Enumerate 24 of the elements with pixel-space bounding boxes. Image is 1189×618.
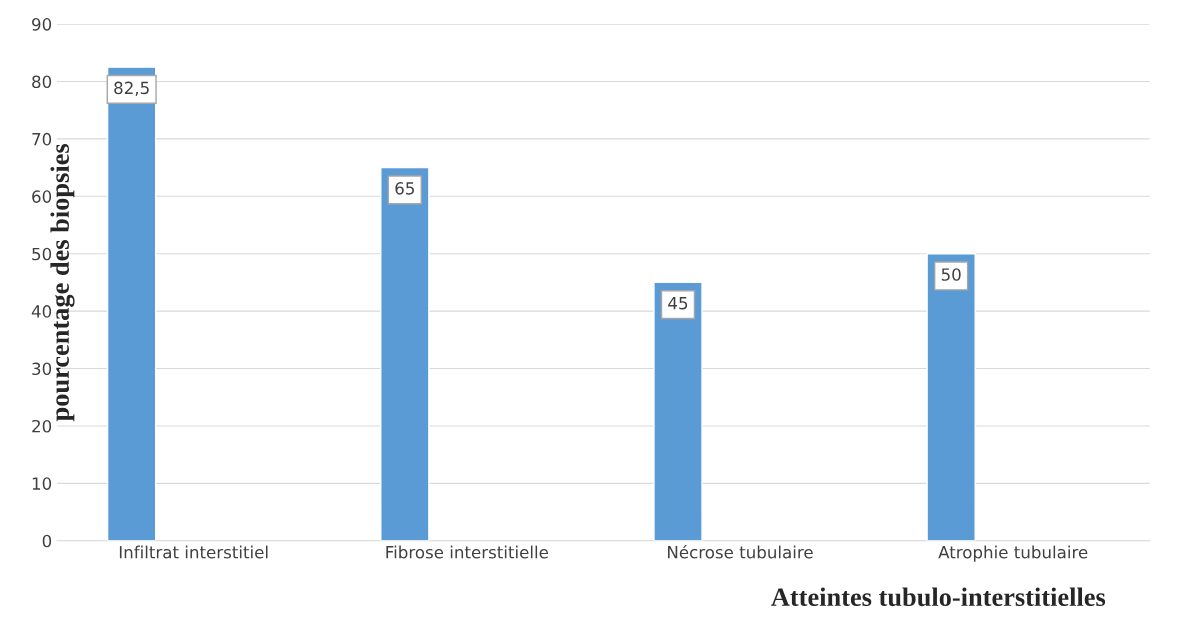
y-tick-label: 60: [32, 190, 52, 203]
data-label: 45: [668, 297, 688, 310]
y-tick-label: 90: [32, 18, 52, 31]
bar: [653, 281, 703, 541]
y-tick-label: 10: [32, 477, 52, 490]
bar: [380, 166, 430, 541]
y-tick-label: 50: [32, 247, 52, 261]
data-label: 82,5: [114, 81, 149, 96]
x-axis-title: Atteintes tubulo-interstitielles: [771, 587, 1106, 607]
y-tick-label: 0: [42, 534, 52, 548]
y-tick-label: 70: [32, 132, 52, 146]
y-tick-label: 20: [32, 419, 52, 433]
data-label: 50: [941, 268, 961, 281]
x-tick-label: Atrophie tubulaire: [938, 545, 1088, 562]
y-tick-label: 80: [32, 75, 52, 89]
y-axis-title: pourcentage des biopsies: [50, 144, 75, 422]
x-tick-label: Fibrose interstitielle: [386, 545, 548, 559]
x-tick-label: Nécrose tubulaire: [668, 544, 813, 559]
bar: [926, 253, 976, 541]
data-label: 65: [395, 182, 414, 195]
bar: [106, 66, 157, 541]
y-tick-label: 40: [31, 305, 52, 318]
y-tick-label: 30: [32, 362, 52, 376]
x-tick-label: Infiltrat interstitiel: [119, 545, 268, 559]
